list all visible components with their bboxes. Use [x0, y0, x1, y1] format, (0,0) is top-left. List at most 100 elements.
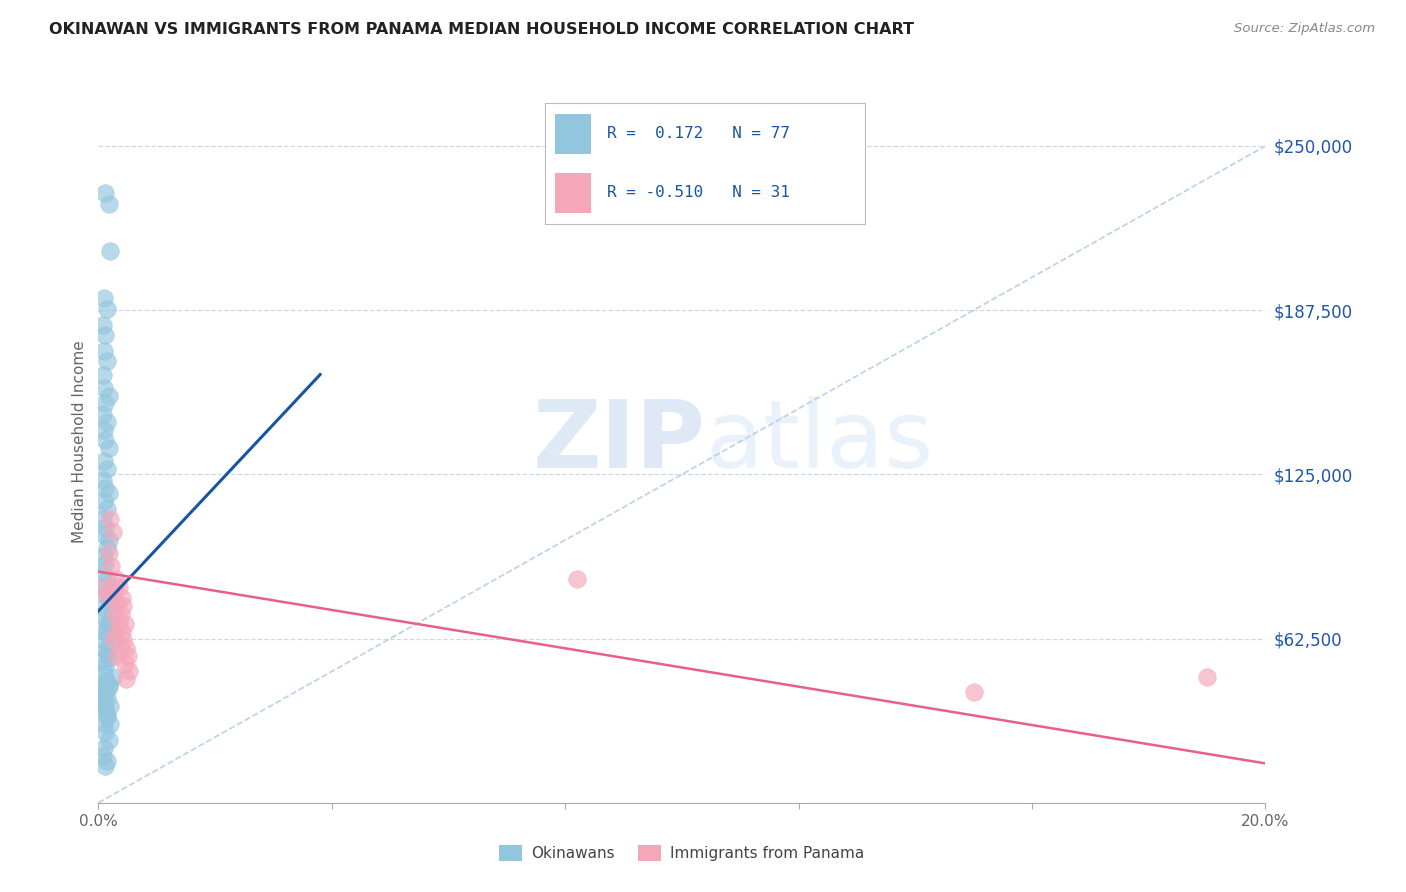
Point — [93, 454, 115, 468]
Point — [101, 632, 124, 647]
Point — [100, 559, 122, 574]
Point — [111, 599, 134, 613]
Point — [94, 328, 117, 343]
Point — [91, 565, 114, 579]
Point — [96, 709, 118, 723]
Point — [104, 632, 127, 647]
Point — [111, 632, 134, 647]
Point — [97, 533, 120, 547]
Point — [94, 186, 117, 201]
Point — [111, 591, 134, 605]
Point — [94, 701, 117, 715]
Point — [94, 724, 117, 739]
Point — [118, 665, 141, 679]
Text: Source: ZipAtlas.com: Source: ZipAtlas.com — [1234, 22, 1375, 36]
Text: ZIP: ZIP — [533, 395, 706, 488]
Point — [96, 646, 118, 660]
Point — [96, 588, 118, 602]
Point — [96, 690, 118, 705]
Point — [93, 423, 115, 437]
Point — [94, 685, 117, 699]
Point — [93, 549, 115, 563]
Point — [93, 291, 115, 305]
Point — [94, 481, 117, 495]
Point — [96, 501, 118, 516]
Point — [91, 609, 114, 624]
Point — [93, 580, 115, 594]
Point — [91, 407, 114, 421]
Point — [115, 640, 138, 655]
Point — [93, 601, 115, 615]
Point — [101, 525, 124, 540]
Point — [91, 473, 114, 487]
Point — [101, 588, 124, 602]
Point — [97, 441, 120, 455]
Point — [97, 677, 120, 691]
Point — [98, 244, 121, 258]
Point — [108, 615, 131, 629]
Point — [93, 667, 115, 681]
Point — [108, 580, 131, 594]
Point — [101, 607, 124, 621]
Point — [1195, 670, 1218, 684]
Point — [104, 607, 127, 621]
Point — [91, 682, 114, 697]
Point — [96, 541, 118, 555]
Point — [105, 596, 128, 610]
Point — [93, 632, 115, 647]
Point — [565, 573, 588, 587]
Point — [94, 643, 117, 657]
Point — [101, 670, 124, 684]
Point — [105, 648, 128, 663]
Point — [91, 693, 114, 707]
Point — [97, 388, 120, 402]
Legend: Okinawans, Immigrants from Panama: Okinawans, Immigrants from Panama — [494, 839, 870, 867]
Point — [96, 709, 118, 723]
Point — [93, 381, 115, 395]
Point — [96, 415, 118, 429]
Point — [96, 301, 118, 316]
Point — [111, 625, 134, 640]
Point — [94, 396, 117, 410]
Point — [94, 759, 117, 773]
Point — [114, 617, 136, 632]
Point — [96, 462, 118, 476]
Point — [97, 638, 120, 652]
Y-axis label: Median Household Income: Median Household Income — [72, 340, 87, 543]
Point — [97, 651, 120, 665]
Point — [962, 685, 984, 699]
Point — [93, 740, 115, 755]
Point — [98, 698, 121, 713]
Point — [96, 675, 118, 690]
Point — [93, 343, 115, 358]
Point — [98, 617, 121, 632]
Point — [96, 754, 118, 768]
Point — [96, 573, 118, 587]
Point — [97, 593, 120, 607]
Point — [94, 659, 117, 673]
Point — [97, 196, 120, 211]
Point — [98, 512, 121, 526]
Point — [91, 696, 114, 710]
Point — [97, 680, 120, 694]
Point — [93, 493, 115, 508]
Point — [93, 688, 115, 702]
Point — [97, 485, 120, 500]
Point — [94, 588, 117, 602]
Point — [96, 625, 118, 640]
Point — [104, 580, 127, 594]
Text: atlas: atlas — [706, 395, 934, 488]
Point — [110, 640, 132, 655]
Point — [93, 701, 115, 715]
Point — [94, 557, 117, 571]
Text: OKINAWAN VS IMMIGRANTS FROM PANAMA MEDIAN HOUSEHOLD INCOME CORRELATION CHART: OKINAWAN VS IMMIGRANTS FROM PANAMA MEDIA… — [49, 22, 914, 37]
Point — [97, 546, 120, 560]
Point — [91, 748, 114, 763]
Point — [91, 512, 114, 526]
Point — [91, 654, 114, 668]
Point — [93, 528, 115, 542]
Point — [93, 717, 115, 731]
Point — [91, 368, 114, 382]
Point — [94, 434, 117, 448]
Point — [94, 520, 117, 534]
